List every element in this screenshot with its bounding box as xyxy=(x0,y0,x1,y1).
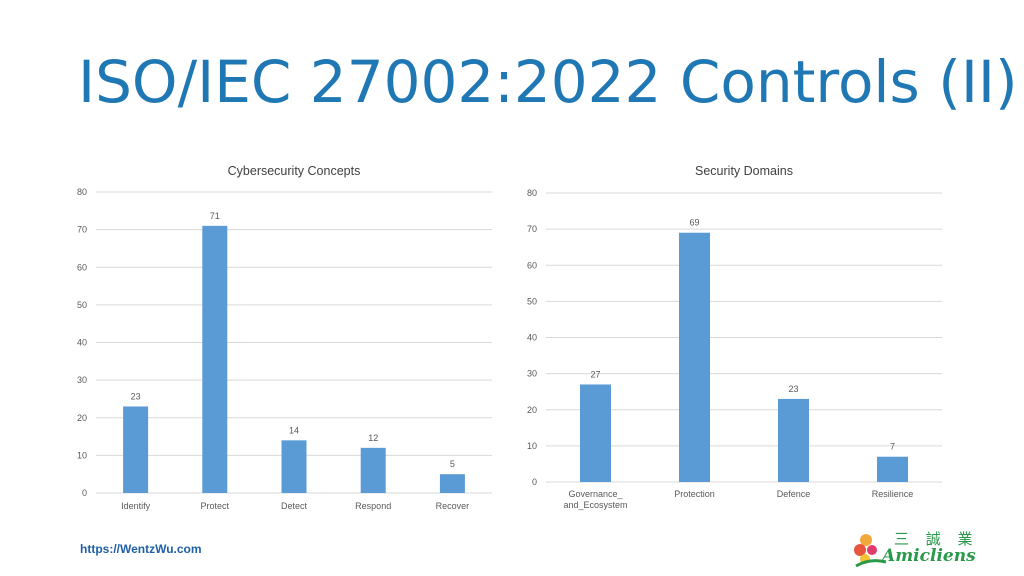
data-label: 71 xyxy=(210,211,220,221)
data-label: 7 xyxy=(890,442,895,452)
category-label: Identify xyxy=(121,501,151,511)
y-tick-label: 50 xyxy=(77,300,87,310)
data-label: 5 xyxy=(450,459,455,469)
company-logo: 三 誠 業 Amicliens xyxy=(852,528,976,570)
y-tick-label: 50 xyxy=(527,296,537,306)
y-tick-label: 40 xyxy=(77,338,87,348)
flower-logo-icon xyxy=(854,534,887,568)
bar-resilience xyxy=(877,456,908,482)
bar-recover xyxy=(439,474,465,493)
category-label: Governance_ and_Ecosystem xyxy=(563,489,627,510)
category-label: Respond xyxy=(355,501,391,511)
slide-title: ISO/IEC 27002:2022 Controls (II) xyxy=(78,48,1018,116)
category-label: Defence xyxy=(777,489,811,499)
y-tick-label: 80 xyxy=(527,188,537,198)
chart-title: Cybersecurity Concepts xyxy=(228,164,361,178)
bar-detect xyxy=(281,440,307,493)
bar-protection xyxy=(679,232,710,482)
footer-url[interactable]: https://WentzWu.com xyxy=(80,542,202,556)
category-label: Resilience xyxy=(872,489,914,499)
bar-identify xyxy=(123,406,149,493)
y-tick-label: 0 xyxy=(82,488,87,498)
y-tick-label: 30 xyxy=(77,375,87,385)
category-label: Protection xyxy=(674,489,715,499)
category-label: Detect xyxy=(281,501,308,511)
y-tick-label: 20 xyxy=(77,413,87,423)
y-tick-label: 60 xyxy=(77,262,87,272)
y-tick-label: 20 xyxy=(527,405,537,415)
y-tick-label: 30 xyxy=(527,369,537,379)
bar-governance-and-ecosystem xyxy=(580,384,611,482)
logo-english-text: Amicliens xyxy=(882,546,976,566)
data-label: 23 xyxy=(131,391,141,401)
y-tick-label: 80 xyxy=(77,187,87,197)
y-tick-label: 60 xyxy=(527,260,537,270)
data-label: 69 xyxy=(689,218,699,228)
y-tick-label: 10 xyxy=(527,441,537,451)
category-label: Recover xyxy=(436,501,470,511)
y-tick-label: 70 xyxy=(77,225,87,235)
y-tick-label: 70 xyxy=(527,224,537,234)
bar-respond xyxy=(360,447,386,493)
y-tick-label: 0 xyxy=(532,477,537,487)
bar-protect xyxy=(202,225,228,494)
data-label: 12 xyxy=(368,433,378,443)
category-label: Protect xyxy=(201,501,230,511)
data-label: 27 xyxy=(590,369,600,379)
y-tick-label: 10 xyxy=(77,450,87,460)
data-label: 14 xyxy=(289,425,299,435)
data-label: 23 xyxy=(788,384,798,394)
chart-title: Security Domains xyxy=(695,164,793,178)
y-tick-label: 40 xyxy=(527,333,537,343)
bar-defence xyxy=(778,398,809,482)
logo-chinese-text: 三 誠 業 xyxy=(894,530,979,548)
